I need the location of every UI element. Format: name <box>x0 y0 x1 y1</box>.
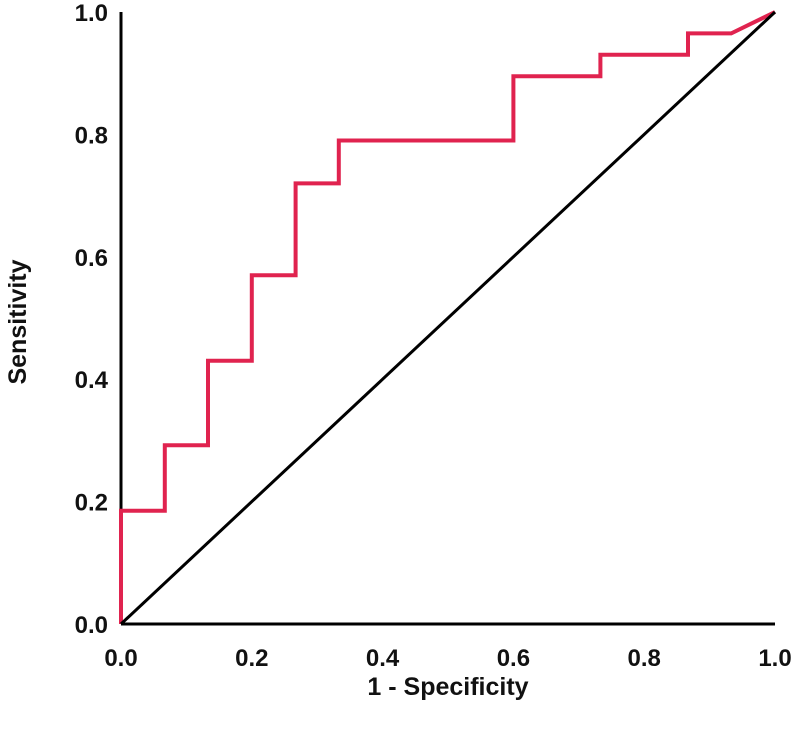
x-tick-label: 0.6 <box>497 645 530 672</box>
y-tick-label: 0.4 <box>75 367 109 394</box>
x-tick-label: 0.2 <box>235 645 268 672</box>
tick-labels: 0.0 0.2 0.4 0.6 0.8 1.0 0.0 0.2 0.4 0.6 0.8 1.0 <box>75 0 792 672</box>
y-axis-title: Sensitivity <box>4 259 32 384</box>
x-tick-label: 0.4 <box>366 645 400 672</box>
y-tick-label: 1.0 <box>75 0 108 27</box>
roc-curve <box>119 10 776 624</box>
x-tick-label: 0.8 <box>628 645 661 672</box>
y-tick-label: 0.0 <box>75 612 108 639</box>
reference-line <box>119 10 777 626</box>
y-tick-label: 0.2 <box>75 490 108 517</box>
x-axis-title: 1 - Specificity <box>367 673 528 701</box>
series-layer <box>119 10 777 626</box>
x-tick-label: 0.0 <box>104 645 137 672</box>
x-tick-label: 1.0 <box>758 645 791 672</box>
y-tick-label: 0.8 <box>75 122 108 149</box>
y-tick-label: 0.6 <box>75 245 108 272</box>
